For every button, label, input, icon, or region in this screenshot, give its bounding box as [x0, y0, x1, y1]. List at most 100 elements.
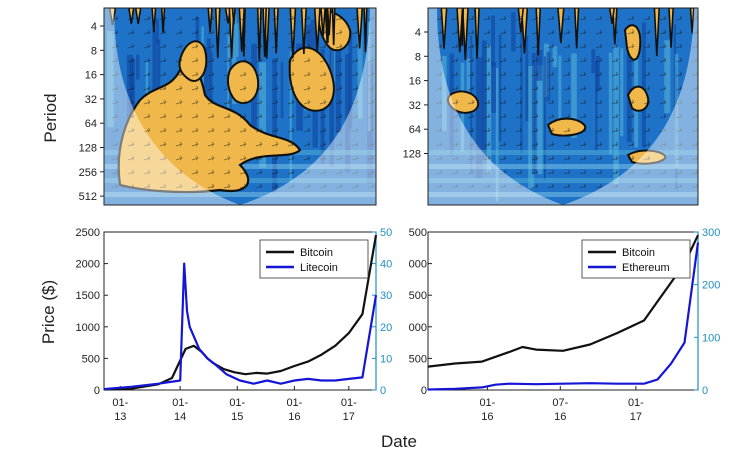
legend-entry: Bitcoin: [622, 247, 655, 259]
phase-arrow: [319, 99, 327, 105]
phase-arrow: [579, 15, 587, 21]
phase-arrow: [271, 141, 279, 147]
phase-arrow: [367, 15, 375, 21]
wavelet-stripe: [608, 52, 613, 155]
y2-tick-label: 50: [380, 227, 392, 239]
y2-tick-label: 200: [702, 280, 720, 292]
phase-arrow: [143, 15, 151, 21]
phase-arrow: [435, 141, 443, 147]
phase-arrow: [563, 127, 571, 133]
phase-arrow: [255, 43, 263, 49]
phase-arrow: [207, 99, 215, 105]
phase-arrow: [191, 169, 199, 175]
phase-arrow: [223, 29, 231, 35]
phase-arrow: [255, 155, 263, 161]
phase-arrow: [159, 15, 167, 21]
phase-arrow: [111, 43, 119, 49]
phase-arrow: [111, 169, 119, 175]
phase-arrow: [127, 99, 135, 105]
phase-arrow: [351, 183, 359, 189]
phase-arrow: [515, 99, 523, 105]
phase-arrow: [159, 43, 167, 49]
phase-arrow: [175, 71, 183, 77]
y2-tick-label: 10: [380, 353, 392, 365]
wavelet-frame: [103, 7, 377, 206]
phase-arrow: [127, 183, 135, 189]
phase-arrow: [643, 57, 651, 63]
phase-arrow: [207, 155, 215, 161]
phase-arrow: [239, 15, 247, 21]
phase-arrow: [659, 141, 667, 147]
phase-arrow: [303, 43, 311, 49]
phase-arrow: [175, 15, 183, 21]
phase-arrow: [175, 57, 183, 63]
coherence-spike: [151, 8, 157, 33]
coherence-spike: [231, 8, 236, 25]
wavelet-stripe: [591, 49, 596, 74]
phase-arrow: [319, 71, 327, 77]
coherence-region-mid: [226, 60, 260, 105]
wavelet-stripe: [152, 29, 157, 149]
wavelet-stripe: [552, 46, 558, 68]
phase-arrow: [335, 71, 343, 77]
phase-arrow: [611, 85, 619, 91]
phase-arrow: [435, 113, 443, 119]
phase-arrow: [271, 29, 279, 35]
coherence-spike: [214, 8, 221, 59]
phase-arrow: [255, 113, 263, 119]
x-tick-label: 01-: [172, 397, 188, 409]
phase-arrow: [127, 29, 135, 35]
phase-arrow: [239, 43, 247, 49]
phase-arrow: [335, 141, 343, 147]
phase-arrow: [335, 99, 343, 105]
phase-arrow: [627, 169, 635, 175]
phase-arrow: [175, 85, 183, 91]
legend-entry: Litecoin: [300, 262, 338, 274]
phase-arrow: [351, 43, 359, 49]
phase-arrow: [239, 155, 247, 161]
coherence-region-top-left: [178, 40, 208, 82]
cone-of-influence-right: [563, 8, 698, 205]
coherence-spike: [313, 8, 321, 52]
phase-arrow: [499, 15, 507, 21]
phase-arrow: [627, 183, 635, 189]
phase-arrow: [579, 43, 587, 49]
period-tick-label: 64: [85, 118, 97, 130]
phase-arrow: [335, 85, 343, 91]
phase-arrow: [223, 85, 231, 91]
phase-arrow: [111, 57, 119, 63]
phase-arrow: [239, 113, 247, 119]
phase-arrow: [351, 29, 359, 35]
x-tick-label: 01-: [341, 397, 357, 409]
wavelet-stripe: [535, 50, 543, 81]
phase-arrow: [207, 113, 215, 119]
wavelet-stripe: [664, 40, 671, 114]
phase-arrow: [563, 169, 571, 175]
phase-arrow: [207, 15, 215, 21]
phase-arrow: [563, 183, 571, 189]
phase-arrow: [499, 29, 507, 35]
phase-arrow: [595, 15, 603, 21]
wavelet-stripe: [272, 58, 277, 193]
x-tick-label: 17: [343, 411, 355, 423]
phase-arrow: [351, 99, 359, 105]
phase-arrow: [335, 155, 343, 161]
wavelet-stripe: [491, 62, 496, 113]
legend-entry: Ethereum: [622, 262, 670, 274]
phase-arrow: [451, 127, 459, 133]
phase-arrow: [255, 29, 263, 35]
phase-arrow: [143, 155, 151, 161]
phase-arrow: [499, 43, 507, 49]
phase-arrow: [467, 43, 475, 49]
phase-arrow: [191, 99, 199, 105]
phase-arrow: [467, 113, 475, 119]
wavelet-stripe: [259, 62, 267, 168]
coherence-spike: [557, 8, 565, 44]
phase-arrow: [595, 183, 603, 189]
phase-arrow: [643, 113, 651, 119]
phase-arrow: [191, 57, 199, 63]
phase-arrow: [351, 57, 359, 63]
wavelet-stripe: [498, 34, 502, 142]
phase-arrow: [467, 141, 475, 147]
phase-arrow: [547, 57, 555, 63]
